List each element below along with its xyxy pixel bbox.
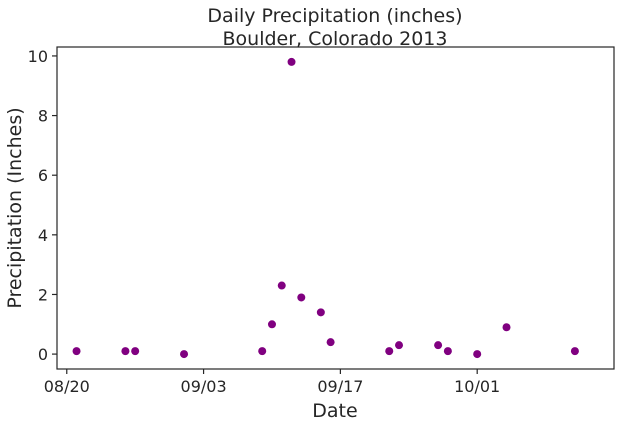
data-point	[395, 341, 404, 350]
data-point	[297, 293, 306, 302]
data-point	[326, 338, 335, 347]
y-tick-label: 8	[38, 107, 48, 126]
data-point	[502, 323, 511, 332]
data-point	[267, 320, 276, 329]
y-axis-label: Precipitation (Inches)	[4, 107, 26, 308]
data-point	[385, 347, 394, 356]
data-point	[434, 341, 443, 350]
data-point	[277, 281, 286, 290]
chart-title: Daily Precipitation (inches)	[207, 5, 462, 27]
plot-frame	[56, 46, 615, 370]
data-points	[72, 57, 579, 359]
data-point	[473, 350, 482, 359]
data-point	[72, 347, 81, 356]
x-axis-label: Date	[312, 400, 357, 422]
y-tick-label: 4	[38, 226, 48, 245]
y-tick-label: 6	[38, 166, 48, 185]
y-tick-label: 0	[38, 345, 48, 364]
y-tick-label: 2	[38, 285, 48, 304]
data-point	[443, 347, 452, 356]
x-axis-ticks: 08/20 09/03 09/17 10/01	[44, 369, 500, 396]
data-point	[258, 347, 267, 356]
data-point	[131, 347, 140, 356]
y-axis-ticks: 0 2 4 6 8 10	[28, 47, 57, 364]
data-point	[287, 57, 296, 66]
data-point	[316, 308, 325, 317]
data-point	[121, 347, 130, 356]
data-point	[570, 347, 579, 356]
x-tick-label: 09/03	[181, 377, 227, 396]
chart-subtitle: Boulder, Colorado 2013	[223, 28, 448, 50]
x-tick-label: 10/01	[454, 377, 500, 396]
y-tick-label: 10	[28, 47, 48, 66]
x-tick-label: 09/17	[317, 377, 363, 396]
plot-area: 08/20 09/03 09/17 10/01 0 2 4 6 8 10	[28, 46, 615, 396]
x-tick-label: 08/20	[44, 377, 90, 396]
data-point	[180, 350, 189, 359]
